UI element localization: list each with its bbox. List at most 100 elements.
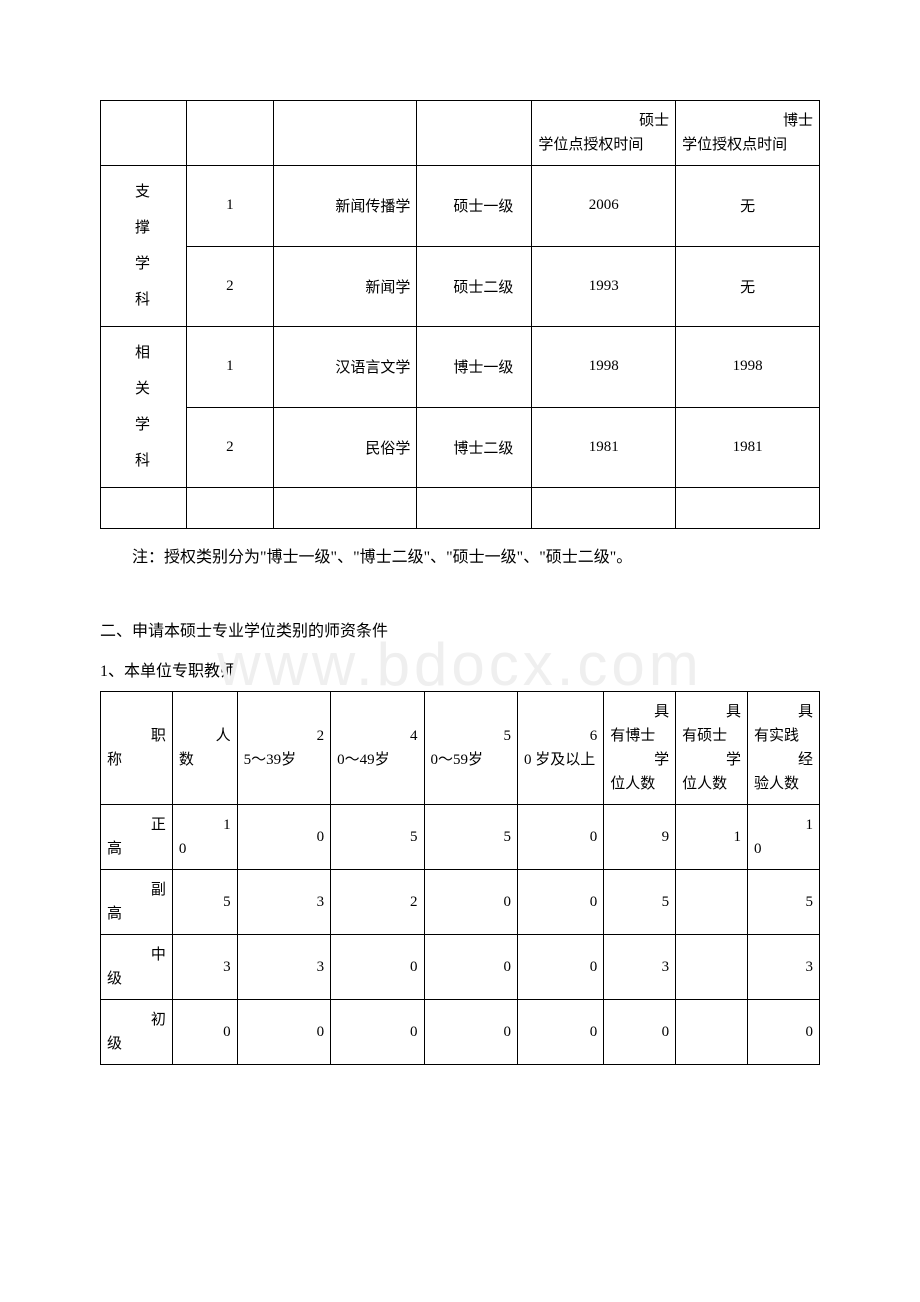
header-text: 有博士 — [610, 724, 669, 748]
empty-cell — [273, 101, 417, 166]
cell-text: 高 — [107, 902, 166, 926]
age-cell: 0 — [237, 805, 330, 870]
rank-label: 中 级 — [101, 935, 173, 1000]
discipline-level: 博士二级 — [417, 407, 532, 488]
row-index: 2 — [187, 407, 273, 488]
disciplines-table: 硕士 学位点授权时间 博士 学位授权点时间 支撑学科 1 新闻传播学 硕士一级 … — [100, 100, 820, 529]
header-text: 有实践 — [754, 724, 813, 748]
discipline-name: 民俗学 — [273, 407, 417, 488]
age-cell: 2 — [331, 870, 424, 935]
phd-cell: 0 — [604, 1000, 676, 1065]
header-text: 数 — [179, 748, 231, 772]
discipline-name: 新闻学 — [273, 246, 417, 327]
cell-text: 初 — [107, 1008, 166, 1032]
header-text: 学 — [682, 748, 741, 772]
header-text: 学 — [610, 748, 669, 772]
ms-cell: 1 — [676, 805, 748, 870]
age-cell: 3 — [237, 870, 330, 935]
group-label-related: 相关学科 — [101, 327, 187, 488]
header-text: 0 岁及以上 — [524, 748, 597, 772]
group-label-support: 支撑学科 — [101, 166, 187, 327]
count-cell: 0 — [172, 1000, 237, 1065]
discipline-name: 新闻传播学 — [273, 166, 417, 247]
cell-text: 级 — [107, 967, 166, 991]
header-masters: 硕士 学位点授权时间 — [532, 101, 676, 166]
empty-cell — [187, 101, 273, 166]
phd-cell: 5 — [604, 870, 676, 935]
document-page: www.bdocx.com 硕士 学位点授权时间 博士 学位授权点时间 支撑学科… — [0, 0, 920, 1105]
age-cell: 0 — [237, 1000, 330, 1065]
rank-label: 副 高 — [101, 870, 173, 935]
header-text: 经 — [754, 748, 813, 772]
header-text: 职 — [107, 724, 166, 748]
header-masters: 具 有硕士 学 位人数 — [676, 692, 748, 805]
rank-label: 初 级 — [101, 1000, 173, 1065]
header-doctoral: 博士 学位授权点时间 — [676, 101, 820, 166]
header-age2: 4 0～49岁 — [331, 692, 424, 805]
header-text: 博士 — [682, 109, 813, 133]
header-text: 4 — [337, 724, 417, 748]
rank-label: 正 高 — [101, 805, 173, 870]
age-cell: 0 — [424, 935, 517, 1000]
ms-cell — [676, 1000, 748, 1065]
cell-text: 级 — [107, 1032, 166, 1056]
header-text: 学位授权点时间 — [682, 133, 813, 157]
discipline-level: 博士一级 — [417, 327, 532, 408]
table-row: 正 高 1 0 0 5 5 0 9 1 1 0 — [101, 805, 820, 870]
header-experience: 具 有实践 经 验人数 — [748, 692, 820, 805]
header-text: 位人数 — [610, 772, 669, 796]
header-age4: 6 0 岁及以上 — [518, 692, 604, 805]
header-age3: 5 0～59岁 — [424, 692, 517, 805]
masters-year: 1993 — [532, 246, 676, 327]
row-index: 1 — [187, 166, 273, 247]
exp-cell: 0 — [748, 1000, 820, 1065]
table-note: 注：授权类别分为"博士一级"、"博士二级"、"硕士一级"、"硕士二级"。 — [100, 543, 820, 567]
discipline-level: 硕士二级 — [417, 246, 532, 327]
header-text: 验人数 — [754, 772, 813, 796]
exp-cell: 1 0 — [748, 805, 820, 870]
header-age1: 2 5～39岁 — [237, 692, 330, 805]
cell-text: 正 — [107, 813, 166, 837]
header-text: 具 — [754, 700, 813, 724]
cell-text: 1 — [754, 813, 813, 837]
header-text: 2 — [244, 724, 324, 748]
header-count: 人 数 — [172, 692, 237, 805]
phd-cell: 3 — [604, 935, 676, 1000]
empty-cell — [417, 101, 532, 166]
age-cell: 5 — [424, 805, 517, 870]
header-text: 0～49岁 — [337, 748, 417, 772]
age-cell: 0 — [518, 805, 604, 870]
cell-text: 1 — [179, 813, 231, 837]
table-row: 2 新闻学 硕士二级 1993 无 — [101, 246, 820, 327]
section-title: 二、申请本硕士专业学位类别的师资条件 — [100, 617, 820, 641]
table-row: 中 级 3 3 0 0 0 3 3 — [101, 935, 820, 1000]
doctoral-year: 无 — [676, 246, 820, 327]
header-text: 位人数 — [682, 772, 741, 796]
cell-text: 中 — [107, 943, 166, 967]
header-text: 0～59岁 — [431, 748, 511, 772]
header-text: 5 — [431, 724, 511, 748]
table-header-row: 硕士 学位点授权时间 博士 学位授权点时间 — [101, 101, 820, 166]
age-cell: 0 — [424, 1000, 517, 1065]
row-index: 2 — [187, 246, 273, 327]
table-row: 支撑学科 1 新闻传播学 硕士一级 2006 无 — [101, 166, 820, 247]
age-cell: 0 — [518, 935, 604, 1000]
age-cell: 0 — [331, 1000, 424, 1065]
count-cell: 3 — [172, 935, 237, 1000]
cell-text: 0 — [179, 837, 231, 861]
header-text: 有硕士 — [682, 724, 741, 748]
header-text: 6 — [524, 724, 597, 748]
header-text: 5～39岁 — [244, 748, 324, 772]
count-cell: 1 0 — [172, 805, 237, 870]
header-text: 具 — [610, 700, 669, 724]
doctoral-year: 1998 — [676, 327, 820, 408]
count-cell: 5 — [172, 870, 237, 935]
header-phd: 具 有博士 学 位人数 — [604, 692, 676, 805]
discipline-name: 汉语言文学 — [273, 327, 417, 408]
discipline-level: 硕士一级 — [417, 166, 532, 247]
faculty-table: 职 称 人 数 2 5～39岁 4 0～49岁 5 0～59岁 6 0 岁及以上 — [100, 691, 820, 1065]
exp-cell: 3 — [748, 935, 820, 1000]
table-row: 初 级 0 0 0 0 0 0 0 — [101, 1000, 820, 1065]
age-cell: 0 — [331, 935, 424, 1000]
table-row: 2 民俗学 博士二级 1981 1981 — [101, 407, 820, 488]
